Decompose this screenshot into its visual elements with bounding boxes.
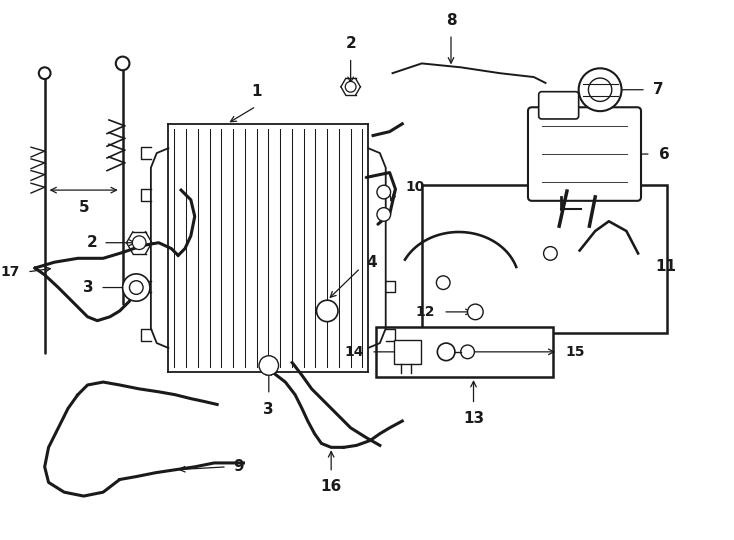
Text: 3: 3 (264, 402, 274, 416)
Circle shape (39, 68, 51, 79)
Circle shape (461, 345, 474, 359)
Circle shape (377, 185, 390, 199)
Text: 17: 17 (0, 265, 19, 279)
Text: 4: 4 (366, 255, 377, 269)
Circle shape (129, 281, 143, 294)
Circle shape (116, 57, 129, 70)
Bar (422, 185, 667, 333)
Circle shape (316, 300, 338, 322)
Bar (376, 327, 553, 377)
Circle shape (377, 208, 390, 221)
Text: 9: 9 (233, 460, 244, 474)
Text: 7: 7 (653, 82, 664, 97)
Text: 8: 8 (446, 14, 457, 28)
Text: 16: 16 (321, 480, 342, 495)
Circle shape (132, 236, 146, 249)
Circle shape (589, 78, 611, 102)
FancyBboxPatch shape (528, 107, 641, 201)
Text: 6: 6 (658, 146, 669, 161)
Circle shape (437, 343, 455, 361)
Bar (393, 340, 421, 363)
Circle shape (123, 274, 150, 301)
Circle shape (578, 68, 622, 111)
Text: 11: 11 (655, 259, 677, 274)
Text: 5: 5 (79, 200, 89, 215)
Text: 14: 14 (345, 345, 364, 359)
Text: 10: 10 (405, 180, 424, 194)
Text: 1: 1 (251, 84, 261, 99)
Circle shape (544, 247, 557, 260)
Circle shape (345, 82, 356, 92)
Text: 2: 2 (87, 235, 98, 250)
Circle shape (468, 304, 483, 320)
FancyBboxPatch shape (539, 92, 578, 119)
Text: 15: 15 (565, 345, 584, 359)
Circle shape (259, 356, 278, 375)
Circle shape (437, 276, 450, 289)
Text: 3: 3 (83, 280, 93, 295)
Text: 13: 13 (463, 411, 484, 426)
Text: 2: 2 (345, 36, 356, 51)
Text: 12: 12 (416, 305, 435, 319)
